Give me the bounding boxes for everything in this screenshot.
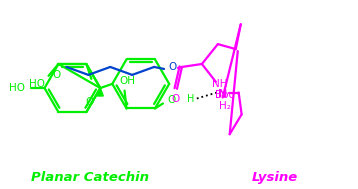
Text: HO: HO <box>29 79 44 89</box>
Text: O: O <box>168 62 176 72</box>
Text: H: H <box>187 94 194 104</box>
Text: Planar Catechin: Planar Catechin <box>32 171 149 184</box>
Text: OH: OH <box>120 76 136 86</box>
Text: H₂: H₂ <box>219 101 231 112</box>
Text: Boc: Boc <box>215 90 234 100</box>
Text: N: N <box>218 88 227 98</box>
Text: O: O <box>168 95 176 105</box>
Text: HO: HO <box>9 83 25 93</box>
Text: O: O <box>85 97 93 107</box>
Text: O: O <box>52 70 61 80</box>
Text: NH: NH <box>212 79 228 89</box>
Polygon shape <box>97 88 103 96</box>
Text: O: O <box>171 94 179 104</box>
Text: Lysine: Lysine <box>252 171 298 184</box>
